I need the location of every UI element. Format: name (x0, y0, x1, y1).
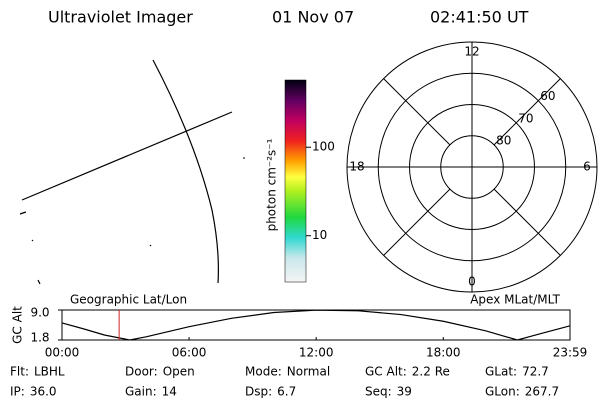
footer-value: Normal (287, 365, 330, 379)
footer-value: 36.0 (30, 385, 57, 399)
y-tick-label: 1.8 (30, 331, 49, 345)
footer-value: 2.2 Re (412, 365, 450, 379)
polar-spoke (383, 78, 451, 146)
x-tick-label: 23:59 (553, 346, 588, 360)
footer-label: Mode: (245, 365, 282, 379)
colorbar-label: photon cm⁻²s⁻¹ (265, 138, 279, 231)
map-curve (152, 59, 219, 284)
polar-spoke (493, 188, 561, 256)
footer-value: Open (163, 365, 195, 379)
x-tick-label: 18:00 (426, 346, 461, 360)
mlt-label: 0 (468, 275, 476, 289)
footer-label: GLon: (485, 385, 520, 399)
panel-right-title: Apex MLat/MLT (470, 293, 560, 307)
x-tick-label: 12:00 (299, 346, 334, 360)
altitude-line (61, 309, 571, 341)
y-tick-label: 9.0 (30, 306, 49, 320)
footer-label: IP: (10, 385, 25, 399)
map-panel (19, 59, 233, 285)
mlt-label: 18 (349, 160, 364, 174)
colorbar (284, 79, 307, 283)
title: Ultraviolet Imager (48, 8, 193, 27)
map-line (21, 111, 233, 201)
polar-spoke (493, 78, 561, 146)
lat-label: 60 (540, 89, 555, 103)
footer-value: 39 (397, 385, 412, 399)
time: 02:41:50 UT (430, 8, 529, 27)
x-tick-label: 06:00 (172, 346, 207, 360)
footer-value: 72.7 (522, 365, 549, 379)
panel-left-title: Geographic Lat/Lon (70, 293, 187, 307)
lat-label: 80 (496, 133, 511, 147)
date: 01 Nov 07 (272, 8, 354, 27)
mlt-label: 12 (464, 45, 479, 59)
footer-label: Dsp: (245, 385, 272, 399)
colorbar-tick-label: 100 (312, 140, 335, 154)
footer-value: 267.7 (525, 385, 559, 399)
footer-label: GLat: (485, 365, 517, 379)
x-tick-label: 00:00 (45, 346, 80, 360)
footer-label: Door: (125, 365, 158, 379)
footer-label: Gain: (125, 385, 157, 399)
lat-ring (377, 72, 567, 262)
y-axis-label: GC Alt (11, 306, 25, 344)
mlt-label: 6 (583, 160, 591, 174)
colorbar-tick-label: 10 (312, 228, 327, 242)
lat-ring (440, 135, 504, 199)
footer-label: GC Alt: (365, 365, 407, 379)
footer-value: 14 (162, 385, 177, 399)
footer-label: Flt: (10, 365, 29, 379)
footer-label: Seq: (365, 385, 392, 399)
polar-spoke (383, 188, 451, 256)
plot-frame (61, 309, 571, 341)
lat-label: 70 (518, 111, 533, 125)
footer-value: LBHL (34, 365, 65, 379)
map-dots (19, 211, 152, 285)
lat-ring (409, 104, 535, 230)
footer-value: 6.7 (277, 385, 296, 399)
